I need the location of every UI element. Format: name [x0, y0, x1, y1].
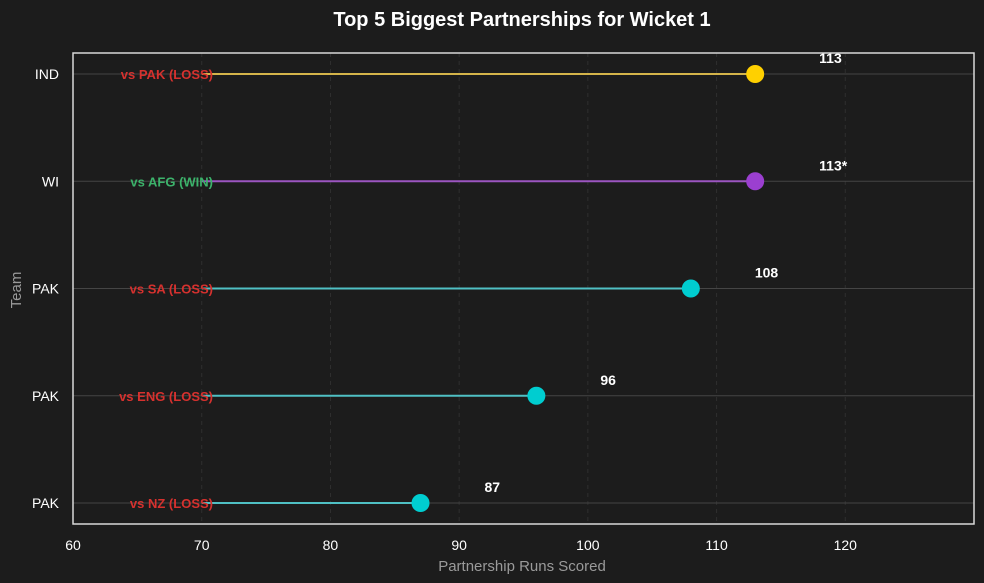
value-label: 113* — [819, 157, 848, 173]
y-tick-label: PAK — [32, 495, 60, 511]
result-label: vs NZ (LOSS) — [130, 496, 213, 511]
y-tick-label: IND — [35, 66, 59, 82]
labels-layer: 113 vs PAK (LOSS) 113* vs AFG (WIN) 108 vs SA… — [119, 50, 848, 511]
x-tick-label: 110 — [705, 537, 728, 553]
result-label: vs ENG (LOSS) — [119, 389, 213, 404]
lollipop-dot — [411, 494, 430, 512]
value-label: 108 — [755, 265, 779, 281]
x-tick-label: 70 — [194, 537, 210, 553]
x-tick-label: 90 — [451, 537, 467, 553]
value-label: 113 — [819, 50, 842, 66]
dots-layer — [411, 65, 765, 512]
value-label: 96 — [600, 372, 616, 388]
x-tick-label: 80 — [323, 537, 339, 553]
x-tick-label: 100 — [576, 537, 600, 553]
x-tick-label: 60 — [65, 537, 81, 553]
y-tick-label: WI — [42, 173, 59, 189]
stems-layer — [201, 73, 756, 504]
y-tick-label: PAK — [32, 281, 60, 297]
result-label: vs PAK (LOSS) — [121, 67, 213, 82]
y-tick-label: PAK — [32, 388, 60, 404]
lollipop-dot — [681, 279, 700, 298]
x-tick-label: 120 — [834, 537, 858, 553]
x-axis-label: Partnership Runs Scored — [438, 558, 606, 575]
value-label: 87 — [485, 479, 501, 495]
result-label: vs SA (LOSS) — [130, 282, 213, 297]
lollipop-dot — [746, 172, 765, 191]
result-label: vs AFG (WIN) — [130, 174, 213, 189]
axis-ticks: 60 70 80 90 100 110 120 IND WI PAK PAK PAK — [32, 66, 857, 553]
plot-frame — [72, 52, 975, 525]
y-axis-label: Team — [8, 272, 25, 309]
chart-title: Top 5 Biggest Partnerships for Wicket 1 — [333, 9, 710, 31]
lollipop-dot — [746, 65, 765, 83]
lollipop-dot — [527, 386, 546, 405]
